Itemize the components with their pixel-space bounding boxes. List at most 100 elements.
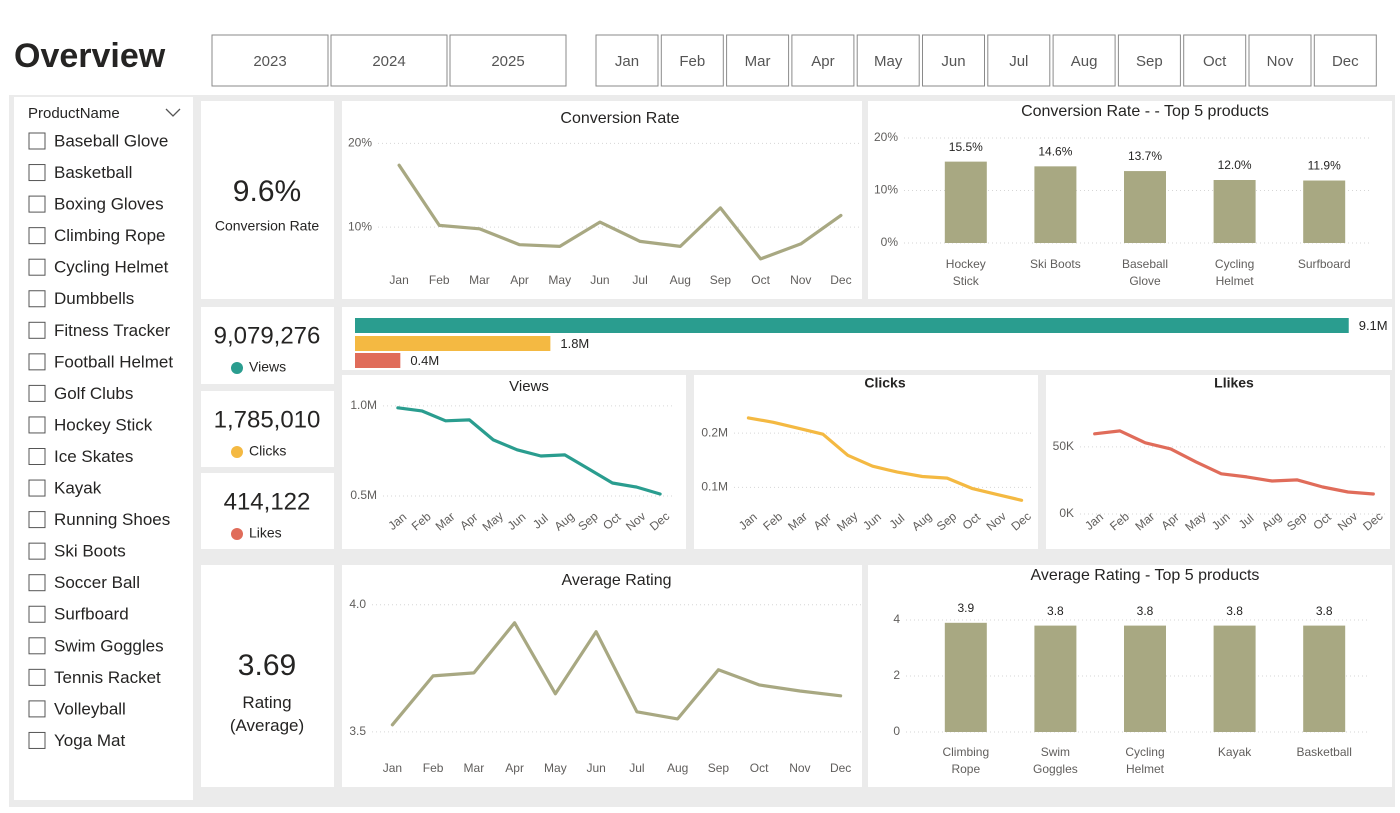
line bbox=[1093, 429, 1375, 496]
slicer-item[interactable]: Climbing Rope bbox=[54, 226, 166, 245]
chart-title: Conversion Rate bbox=[560, 110, 679, 127]
x-tick-label: May bbox=[544, 761, 567, 775]
month-button[interactable] bbox=[1052, 34, 1116, 87]
panel bbox=[342, 101, 862, 299]
x-tick-label: Surfboard bbox=[1298, 257, 1351, 271]
month-button[interactable] bbox=[660, 34, 724, 87]
y-tick-label: 0K bbox=[1059, 506, 1074, 520]
chart-title: Conversion Rate - - Top 5 products bbox=[1021, 103, 1269, 120]
month-label: Mar bbox=[745, 53, 771, 70]
data-label: 3.8 bbox=[1316, 604, 1333, 618]
bar bbox=[944, 161, 987, 243]
data-label: 0.4M bbox=[410, 353, 439, 368]
panel bbox=[1046, 375, 1390, 549]
slicer-item[interactable]: Basketball bbox=[54, 163, 132, 182]
checkbox[interactable] bbox=[28, 479, 46, 497]
month-button[interactable] bbox=[1117, 34, 1181, 87]
slicer-item[interactable]: Kayak bbox=[54, 479, 102, 498]
x-tick-label: Apr bbox=[510, 273, 529, 287]
line bbox=[746, 416, 1024, 502]
checkbox[interactable] bbox=[28, 321, 46, 339]
kpi-label: Likes bbox=[249, 525, 282, 541]
x-tick-label: Jan bbox=[389, 273, 408, 287]
slicer-item[interactable]: Baseball Glove bbox=[54, 131, 168, 150]
slicer-chevron[interactable] bbox=[165, 108, 181, 117]
data-label: 13.7% bbox=[1128, 149, 1162, 163]
checkbox[interactable] bbox=[28, 195, 46, 213]
month-button[interactable] bbox=[595, 34, 659, 87]
slicer-item[interactable]: Swim Goggles bbox=[54, 636, 164, 655]
checkbox[interactable] bbox=[28, 637, 46, 655]
slicer-item[interactable]: Surfboard bbox=[54, 605, 129, 624]
line bbox=[397, 163, 843, 261]
bar bbox=[355, 353, 401, 368]
checkbox[interactable] bbox=[28, 416, 46, 434]
slicer-item[interactable]: Ice Skates bbox=[54, 447, 133, 466]
x-tick-label: Oct bbox=[751, 273, 770, 287]
slicer-item[interactable]: Golf Clubs bbox=[54, 384, 133, 403]
slicer-item[interactable]: Yoga Mat bbox=[54, 731, 125, 750]
panel bbox=[201, 565, 334, 787]
month-label: Jul bbox=[1009, 53, 1028, 70]
checkbox[interactable] bbox=[28, 353, 46, 371]
slicer-item[interactable]: Soccer Ball bbox=[54, 573, 140, 592]
kpi-value: 9,079,276 bbox=[214, 322, 321, 349]
checkbox[interactable] bbox=[28, 731, 46, 749]
y-tick-label: 0.5M bbox=[350, 488, 377, 502]
month-label: Nov bbox=[1267, 53, 1294, 70]
slicer-item[interactable]: Running Shoes bbox=[54, 510, 170, 529]
month-label: Oct bbox=[1203, 53, 1227, 70]
page-title: Overview bbox=[14, 37, 166, 75]
data-label: 3.8 bbox=[1226, 604, 1243, 618]
month-button[interactable] bbox=[987, 34, 1051, 87]
x-tick-label: Baseball Glove bbox=[1122, 257, 1168, 288]
month-button[interactable] bbox=[1183, 34, 1247, 87]
month-button[interactable] bbox=[1313, 34, 1377, 87]
slicer-item[interactable]: Fitness Tracker bbox=[54, 321, 171, 340]
checkbox[interactable] bbox=[28, 290, 46, 308]
checkbox[interactable] bbox=[28, 668, 46, 686]
checkbox[interactable] bbox=[28, 132, 46, 150]
checkbox[interactable] bbox=[28, 542, 46, 560]
x-tick-label: Feb bbox=[429, 273, 450, 287]
month-button[interactable] bbox=[922, 34, 985, 87]
checkbox[interactable] bbox=[28, 574, 46, 592]
panel bbox=[201, 391, 334, 467]
kpi-label: Rating (Average) bbox=[230, 693, 304, 735]
checkbox[interactable] bbox=[28, 700, 46, 718]
kpi-dot bbox=[231, 362, 243, 374]
y-tick-label: 0% bbox=[881, 235, 899, 249]
year-button[interactable] bbox=[330, 34, 448, 87]
slicer-item[interactable]: Football Helmet bbox=[54, 352, 173, 371]
month-button[interactable] bbox=[1248, 34, 1312, 87]
checkbox[interactable] bbox=[28, 227, 46, 245]
year-button[interactable] bbox=[211, 34, 329, 87]
slicer-item[interactable]: Hockey Stick bbox=[54, 415, 153, 434]
checkbox[interactable] bbox=[28, 605, 46, 623]
checkbox[interactable] bbox=[28, 448, 46, 465]
x-tick-label: Cycling Helmet bbox=[1215, 257, 1254, 288]
month-button[interactable] bbox=[791, 34, 855, 87]
slicer-item[interactable]: Dumbbells bbox=[54, 289, 134, 308]
chart-title: Clicks bbox=[864, 375, 905, 391]
checkbox[interactable] bbox=[28, 511, 46, 529]
x-tick-label: Jul bbox=[632, 273, 647, 287]
bar bbox=[1124, 625, 1166, 732]
checkbox[interactable] bbox=[28, 164, 46, 182]
x-tick-label: Nov bbox=[789, 761, 810, 775]
month-button[interactable] bbox=[856, 34, 920, 87]
checkbox[interactable] bbox=[28, 258, 46, 276]
slicer-item[interactable]: Boxing Gloves bbox=[54, 195, 164, 214]
chart-title: Average Rating bbox=[562, 572, 672, 589]
slicer-item[interactable]: Volleyball bbox=[54, 699, 126, 718]
x-tick-label: Feb bbox=[423, 761, 444, 775]
slicer-item[interactable]: Cycling Helmet bbox=[54, 258, 169, 277]
slicer-item[interactable]: Ski Boots bbox=[54, 542, 126, 561]
x-tick-label: Aug bbox=[667, 761, 688, 775]
checkbox[interactable] bbox=[28, 384, 46, 402]
slicer-item[interactable]: Tennis Racket bbox=[54, 668, 161, 687]
year-button[interactable] bbox=[449, 34, 567, 87]
bar bbox=[1124, 171, 1166, 243]
month-label: May bbox=[874, 53, 903, 70]
month-button[interactable] bbox=[726, 34, 790, 87]
